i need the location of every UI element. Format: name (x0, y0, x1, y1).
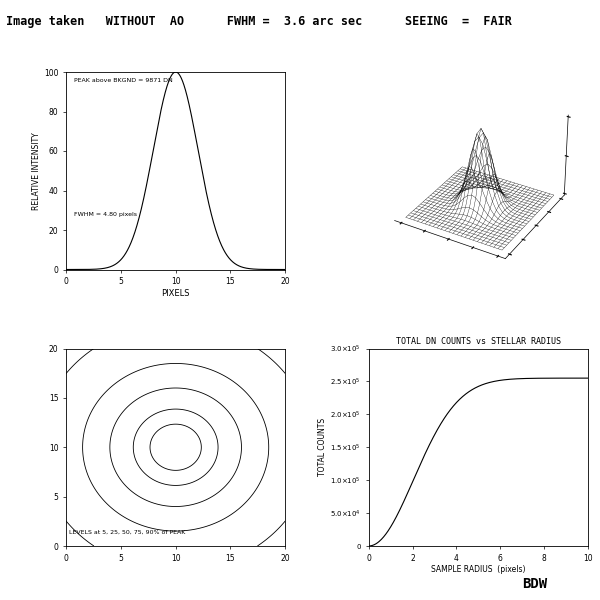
X-axis label: PIXELS: PIXELS (161, 289, 190, 298)
Text: Image taken   WITHOUT  AO      FWHM =  3.6 arc sec      SEEING  =  FAIR: Image taken WITHOUT AO FWHM = 3.6 arc se… (6, 15, 512, 28)
Y-axis label: TOTAL COUNTS: TOTAL COUNTS (319, 418, 328, 476)
Text: PEAK above BKGND = 9871 DN: PEAK above BKGND = 9871 DN (74, 78, 172, 83)
X-axis label: SAMPLE RADIUS  (pixels): SAMPLE RADIUS (pixels) (431, 565, 526, 574)
Title: TOTAL DN COUNTS vs STELLAR RADIUS: TOTAL DN COUNTS vs STELLAR RADIUS (396, 337, 561, 346)
Text: LEVELS at 5, 25, 50, 75, 90% of PEAK: LEVELS at 5, 25, 50, 75, 90% of PEAK (69, 530, 185, 535)
Text: FWHM = 4.80 pixels: FWHM = 4.80 pixels (74, 212, 137, 217)
Text: BDW: BDW (522, 577, 547, 591)
Y-axis label: RELATIVE INTENSITY: RELATIVE INTENSITY (32, 132, 41, 209)
